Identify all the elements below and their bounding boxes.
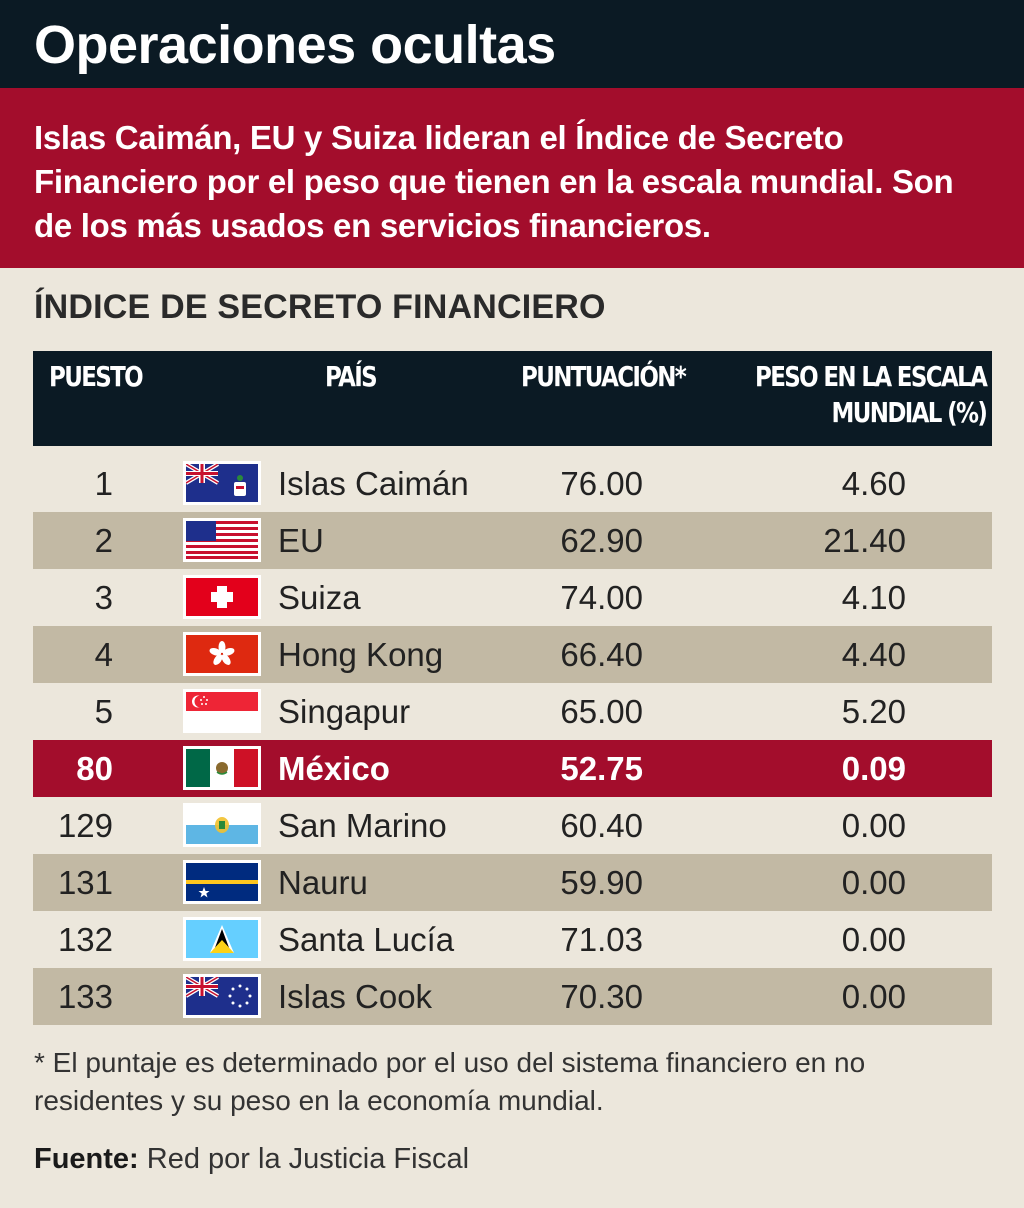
table-row: 1 Islas Caimán 76.00 4.60	[33, 455, 992, 512]
subheadline-text: Islas Caimán, EU y Suiza lideran el Índi…	[34, 119, 954, 244]
weight-cell: 0.00	[841, 864, 906, 901]
score-cell: 76.00	[560, 465, 643, 502]
header-bar: Operaciones ocultas	[0, 0, 1024, 88]
cayman-islands-flag-icon	[183, 461, 261, 505]
mexico-flag-icon	[183, 746, 261, 790]
table-header: PUESTO PAÍS PUNTUACIÓN* PESO EN LA ESCAL…	[33, 351, 992, 446]
singapore-flag-icon	[183, 689, 261, 733]
rank-cell: 2	[94, 522, 113, 559]
table-row: 3 Suiza 74.00 4.10	[33, 569, 992, 626]
saint-lucia-flag-icon	[183, 917, 261, 961]
score-cell: 60.40	[560, 807, 643, 844]
source-label: Fuente:	[34, 1143, 139, 1175]
country-cell: México	[278, 750, 390, 787]
column-header-peso: PESO EN LA ESCALA MUNDIAL (%)	[755, 359, 988, 431]
column-header-peso-line1: PESO EN LA ESCALA	[755, 360, 988, 393]
table-row: 133 Islas Cook 70.30 0.00	[33, 968, 992, 1025]
country-cell: Islas Cook	[278, 978, 433, 1015]
country-cell: San Marino	[278, 807, 447, 844]
rank-cell: 131	[57, 864, 113, 901]
switzerland-flag-icon	[183, 575, 261, 619]
weight-cell: 4.40	[841, 636, 906, 673]
rank-cell: 4	[94, 636, 113, 673]
country-cell: Hong Kong	[278, 636, 444, 673]
table-body: 1 Islas Caimán 76.00 4.60 2 EU 62.90 21.…	[33, 455, 992, 1025]
weight-cell: 0.00	[841, 807, 906, 844]
score-cell: 71.03	[560, 921, 643, 958]
table-row: 129 San Marino 60.40 0.00	[33, 797, 992, 854]
table-row: 132 Santa Lucía 71.03 0.00	[33, 911, 992, 968]
country-cell: Islas Caimán	[278, 465, 469, 502]
rank-cell: 3	[94, 579, 113, 616]
score-cell: 70.30	[560, 978, 643, 1015]
weight-cell: 4.10	[841, 579, 906, 616]
usa-flag-icon	[183, 518, 261, 562]
weight-cell: 0.00	[841, 921, 906, 958]
san-marino-flag-icon	[183, 803, 261, 847]
score-cell: 74.00	[560, 579, 643, 616]
table-row: 131 Nauru 59.90 0.00	[33, 854, 992, 911]
country-cell: Suiza	[278, 579, 361, 616]
country-cell: Santa Lucía	[278, 921, 455, 958]
weight-cell: 5.20	[841, 693, 906, 730]
table-row: 2 EU 62.90 21.40	[33, 512, 992, 569]
weight-cell: 21.40	[823, 522, 906, 559]
table-row: 4 Hong Kong 66.40 4.40	[33, 626, 992, 683]
rank-cell: 1	[94, 465, 113, 502]
country-cell: EU	[278, 522, 324, 559]
column-header-puntuacion: PUNTUACIÓN*	[521, 360, 687, 393]
cook-islands-flag-icon	[183, 974, 261, 1018]
column-header-peso-line2: MUNDIAL (%)	[831, 396, 988, 429]
source-text: Red por la Justicia Fiscal	[138, 1143, 470, 1175]
table-row: 5 Singapur 65.00 5.20	[33, 683, 992, 740]
source-line: Fuente: Red por la Justicia Fiscal	[34, 1140, 469, 1178]
column-header-puesto: PUESTO	[49, 360, 144, 393]
rank-cell: 80	[76, 750, 113, 787]
weight-cell: 0.00	[841, 978, 906, 1015]
table-title: ÍNDICE DE SECRETO FINANCIERO	[34, 288, 606, 326]
country-cell: Nauru	[278, 864, 368, 901]
score-cell: 62.90	[560, 522, 643, 559]
weight-cell: 4.60	[841, 465, 906, 502]
score-cell: 52.75	[560, 750, 643, 787]
subheadline-panel: Islas Caimán, EU y Suiza lideran el Índi…	[0, 88, 1024, 268]
weight-cell: 0.09	[841, 750, 906, 787]
score-cell: 66.40	[560, 636, 643, 673]
table-row-highlighted: 80 México 52.75 0.09	[33, 740, 992, 797]
country-cell: Singapur	[278, 693, 411, 730]
rank-cell: 132	[57, 921, 113, 958]
column-header-pais: PAÍS	[325, 360, 378, 393]
page-title: Operaciones ocultas	[34, 15, 556, 75]
hong-kong-flag-icon	[183, 632, 261, 676]
rank-cell: 129	[57, 807, 113, 844]
rank-cell: 5	[94, 693, 113, 730]
nauru-flag-icon	[183, 860, 261, 904]
rank-cell: 133	[57, 978, 113, 1015]
footnote: * El puntaje es determinado por el uso d…	[34, 1047, 866, 1116]
score-cell: 65.00	[560, 693, 643, 730]
score-cell: 59.90	[560, 864, 643, 901]
